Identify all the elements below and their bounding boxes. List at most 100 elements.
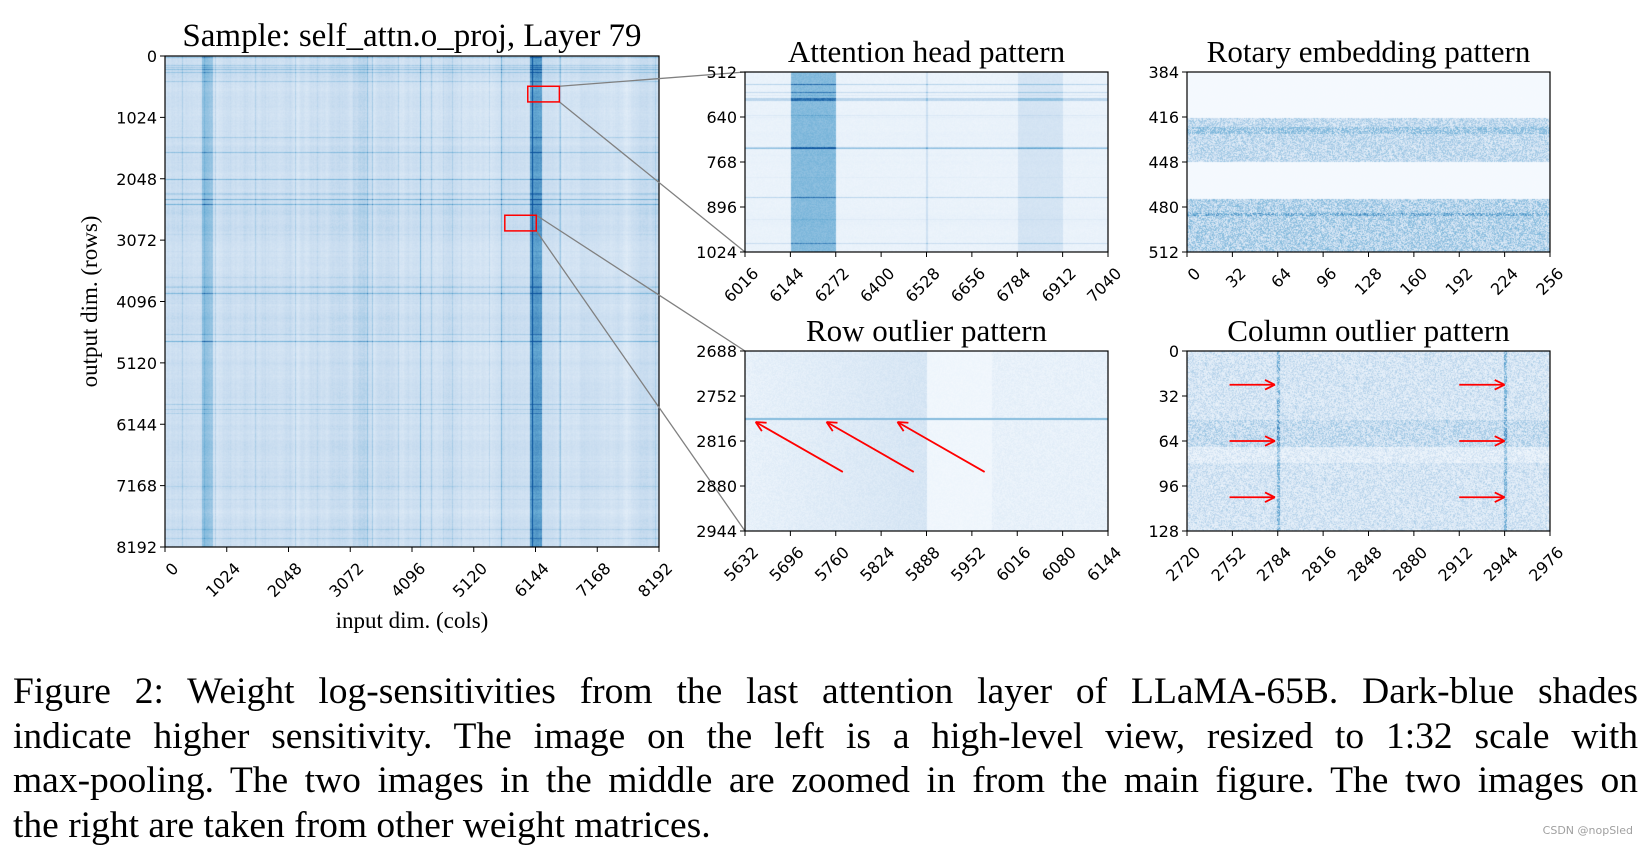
x-tick-label: 5120 <box>449 559 491 601</box>
x-tick-label: 64 <box>1267 264 1295 292</box>
x-tick-label: 2720 <box>1162 543 1204 585</box>
red-arrow-icon <box>825 421 915 473</box>
main-plot: 0 1024 2048 3072 4096 5120 6144 7168 8192 0 1024 20… <box>77 18 676 633</box>
x-tick-label: 5760 <box>811 543 853 585</box>
zoom-connector-line <box>559 71 746 87</box>
plot-title: Sample: self_attn.o_proj, Layer 79 <box>182 18 641 54</box>
attention-plot: 6016 6144 6272 6400 6528 6656 6784 6912 7040 512 6… <box>696 34 1125 306</box>
x-tick-label: 6656 <box>947 264 989 306</box>
x-tick-label: 2912 <box>1434 543 1476 585</box>
x-tick-label: 5632 <box>720 543 762 585</box>
x-tick-label: 2848 <box>1344 543 1386 585</box>
y-tick-label: 512 <box>706 63 737 82</box>
y-tick-label: 0 <box>147 47 157 66</box>
column-plot: 2720 2752 2784 2816 2848 2880 2912 2944 2976 0 32 6… <box>1148 313 1567 585</box>
zoom-highlight-box <box>504 214 538 232</box>
x-tick-label: 2816 <box>1298 543 1340 585</box>
y-tick-label: 8192 <box>116 538 157 557</box>
row-heatmap-image <box>745 351 1108 531</box>
caption-line: max-pooling. The two images in the middl… <box>13 760 1638 801</box>
y-tick-label: 6144 <box>116 415 157 434</box>
y-tick-label: 2816 <box>696 432 737 451</box>
zoom-highlight-box <box>527 85 561 103</box>
row-plot: 5632 5696 5760 5824 5888 5952 6016 6080 6144 2688… <box>696 313 1125 585</box>
plot-frame <box>744 71 1109 253</box>
y-tick-label: 4096 <box>116 293 157 312</box>
zoom-connector-line <box>558 101 746 253</box>
red-arrow-icon <box>896 421 986 473</box>
plot-title: Column outlier pattern <box>1227 313 1510 348</box>
x-tick-label: 224 <box>1487 264 1522 299</box>
red-arrow-icon <box>1459 435 1506 447</box>
red-arrow-icon <box>1229 491 1276 503</box>
x-tick-label: 5888 <box>902 543 944 585</box>
y-tick-label: 480 <box>1148 198 1179 217</box>
y-tick-label: 3072 <box>116 231 157 250</box>
plot-title: Attention head pattern <box>788 34 1066 69</box>
zoom-connector-line <box>535 230 746 532</box>
x-tick-label: 6912 <box>1038 264 1080 306</box>
caption-line: the right are taken from other weight ma… <box>13 804 711 846</box>
x-tick-label: 192 <box>1442 264 1477 299</box>
x-tick-label: 6784 <box>992 264 1034 306</box>
attention-heatmap-image <box>745 72 1108 252</box>
x-tick-label: 6144 <box>1083 543 1125 585</box>
red-arrow-icon <box>1459 491 1506 503</box>
x-tick-label: 96 <box>1313 264 1341 292</box>
x-tick-label: 6528 <box>902 264 944 306</box>
x-axis-label: input dim. (cols) <box>336 608 489 633</box>
x-tick-label: 2944 <box>1480 543 1522 585</box>
x-tick-label: 256 <box>1532 264 1567 299</box>
zoom-connector-line <box>535 214 746 352</box>
x-tick-label: 5824 <box>856 543 898 585</box>
y-tick-label: 768 <box>706 153 737 172</box>
y-tick-label: 1024 <box>116 108 157 127</box>
y-tick-label: 5120 <box>116 354 157 373</box>
x-tick-label: 6016 <box>720 264 762 306</box>
x-tick-label: 2880 <box>1389 543 1431 585</box>
y-tick-label: 2944 <box>696 522 737 541</box>
y-tick-label: 128 <box>1148 522 1179 541</box>
y-tick-label: 896 <box>706 198 737 217</box>
red-arrow-icon <box>1229 379 1276 391</box>
x-tick-label: 2048 <box>264 559 306 601</box>
x-tick-label: 6016 <box>992 543 1034 585</box>
x-tick-label: 5696 <box>765 543 807 585</box>
caption-line: Figure 2: Weight log-sensitivities from … <box>13 671 1638 712</box>
y-tick-label: 416 <box>1148 108 1179 127</box>
y-tick-label: 7168 <box>116 477 157 496</box>
y-tick-label: 448 <box>1148 153 1179 172</box>
x-tick-label: 7040 <box>1083 264 1125 306</box>
caption-line: indicate higher sensitivity. The image o… <box>13 715 1638 757</box>
x-tick-label: 6272 <box>811 264 853 306</box>
figure-caption: Figure 2: Weight log-sensitivities from … <box>13 670 1638 847</box>
rotary-plot: 0 32 64 96 128 160 192 224 256 384 416 448 480 512 Rot… <box>1148 34 1567 299</box>
x-tick-label: 2752 <box>1207 543 1249 585</box>
x-tick-label: 7168 <box>572 559 614 601</box>
y-tick-label: 2688 <box>696 342 737 361</box>
y-axis-label: output dim. (rows) <box>77 216 102 388</box>
red-arrow-icon <box>754 421 844 473</box>
plot-frame <box>744 350 1109 532</box>
y-tick-label: 512 <box>1148 243 1179 262</box>
x-tick-label: 160 <box>1396 264 1431 299</box>
x-tick-label: 0 <box>162 559 183 580</box>
x-tick-label: 1024 <box>202 559 244 601</box>
x-tick-label: 6144 <box>511 559 553 601</box>
x-tick-label: 5952 <box>947 543 989 585</box>
x-tick-label: 2976 <box>1525 543 1567 585</box>
x-tick-label: 3072 <box>325 559 367 601</box>
y-tick-label: 2880 <box>696 477 737 496</box>
x-tick-label: 0 <box>1184 264 1205 285</box>
y-tick-label: 64 <box>1159 432 1179 451</box>
x-tick-label: 4096 <box>387 559 429 601</box>
y-tick-label: 32 <box>1159 387 1179 406</box>
plot-title: Rotary embedding pattern <box>1207 34 1531 69</box>
red-arrow-icon <box>1229 435 1276 447</box>
x-tick-label: 6400 <box>856 264 898 306</box>
red-arrow-icon <box>1459 379 1506 391</box>
plot-title: Row outlier pattern <box>806 313 1048 348</box>
plot-frame <box>1186 71 1551 253</box>
